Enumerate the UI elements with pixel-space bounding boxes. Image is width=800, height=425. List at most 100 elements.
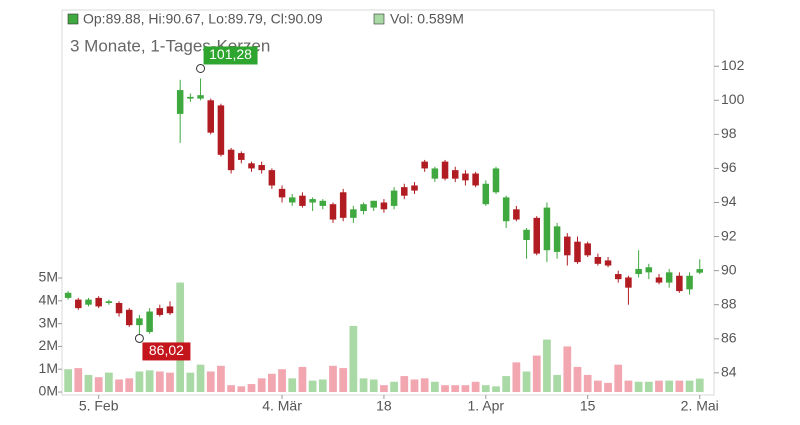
candle-body [166,306,174,314]
volume-bar [655,380,663,393]
candle-body [574,241,581,263]
x-tick-label: 5. Feb [79,398,119,414]
candle-body [431,168,439,179]
candle-body [462,173,469,181]
low-label-box [142,342,191,361]
volume-bar [593,380,602,393]
candle-body [604,260,612,266]
candle-body [513,209,520,220]
candle-body [676,275,683,292]
volume-bar [155,371,164,393]
y-tick-label: 86 [721,329,737,345]
volume-legend-swatch [373,13,385,25]
volume-bar [563,346,572,393]
y-tick-label: 98 [721,125,737,141]
candle-body [75,299,82,309]
high-label: 101,28 [209,46,252,62]
candle-body [350,209,357,218]
candle-body [380,202,388,210]
y-tick-label: 84 [721,364,737,380]
volume-bar [471,381,480,393]
x-tick-label: 2. Mai [681,398,719,414]
volume-bar [492,386,500,393]
candle-body [309,199,316,203]
volume-bar [634,381,643,393]
candle-body [441,161,449,179]
volume-bar [390,381,398,393]
y-tick-label: 90 [721,261,737,277]
volume-bar [522,371,531,393]
candle-body [105,301,113,304]
y-tick-label: 100 [721,91,745,107]
ohlc-legend: Op:89.88, Hi:90.67, Lo:89.79, Cl:90.09 [83,11,323,27]
volume-bar [502,376,511,393]
candle-body [411,185,418,191]
volume-bar [104,372,113,393]
volume-bar [461,385,470,393]
candle-body [299,195,306,206]
volume-bar [206,371,215,393]
candle-body [125,309,133,326]
candle-body [655,277,663,283]
volume-bar [420,378,429,393]
candle-body [502,197,510,222]
candle-body [278,188,286,198]
candle-body [176,90,184,114]
candle-body [217,105,225,155]
candle-body [564,236,571,256]
candle-body [258,165,265,171]
candle-body [390,190,398,206]
volume-bar [339,368,348,393]
y2-tick-label: 2M [39,337,58,353]
candle-body [227,149,235,171]
ohlc-legend-swatch [67,13,79,25]
y-tick-label: 88 [721,295,737,311]
volume-bar [145,370,154,393]
volume-bar [237,386,246,393]
volume-bar [400,376,409,393]
candle-body [543,207,551,251]
candle-body [146,311,153,332]
candle-body [207,100,214,133]
candle-body [339,192,347,218]
high-marker [196,63,206,73]
volume-bar [583,374,592,393]
candle-body [625,277,632,288]
volume-bar [359,378,368,393]
volume-bar [644,381,653,393]
volume-bar [196,364,205,393]
plot-frame [61,9,715,396]
candle-body [288,197,296,203]
volume-bar [115,379,123,393]
candle-body [85,299,92,305]
high-label-box [203,46,258,65]
candle-body [451,170,459,179]
volume-bar [614,364,623,393]
low-marker [134,333,144,343]
volume-bar [532,355,541,393]
candle-body [584,243,591,256]
candle-body [492,168,500,193]
volume-bar [288,378,297,393]
volume-bar [186,372,195,393]
volume-bar [308,380,317,393]
volume-bar [227,385,235,393]
candle-body [594,257,602,264]
x-tick-label: 1. Apr [468,398,505,414]
candle-body [614,274,622,280]
candle-body [360,204,367,212]
candle-body [553,226,561,252]
volume-bar [217,365,225,393]
candle-body [686,275,693,290]
candle-body [64,292,72,298]
candle-body [248,163,255,169]
volume-bar [64,369,72,393]
volume-bar [695,378,704,393]
candle-body [268,170,276,186]
volume-bar [481,385,490,393]
candle-body [156,308,164,315]
volume-bar [573,366,582,393]
volume-bar [176,282,185,393]
x-tick-label: 4. Mär [262,398,302,414]
y2-tick-label: 5M [39,269,58,285]
